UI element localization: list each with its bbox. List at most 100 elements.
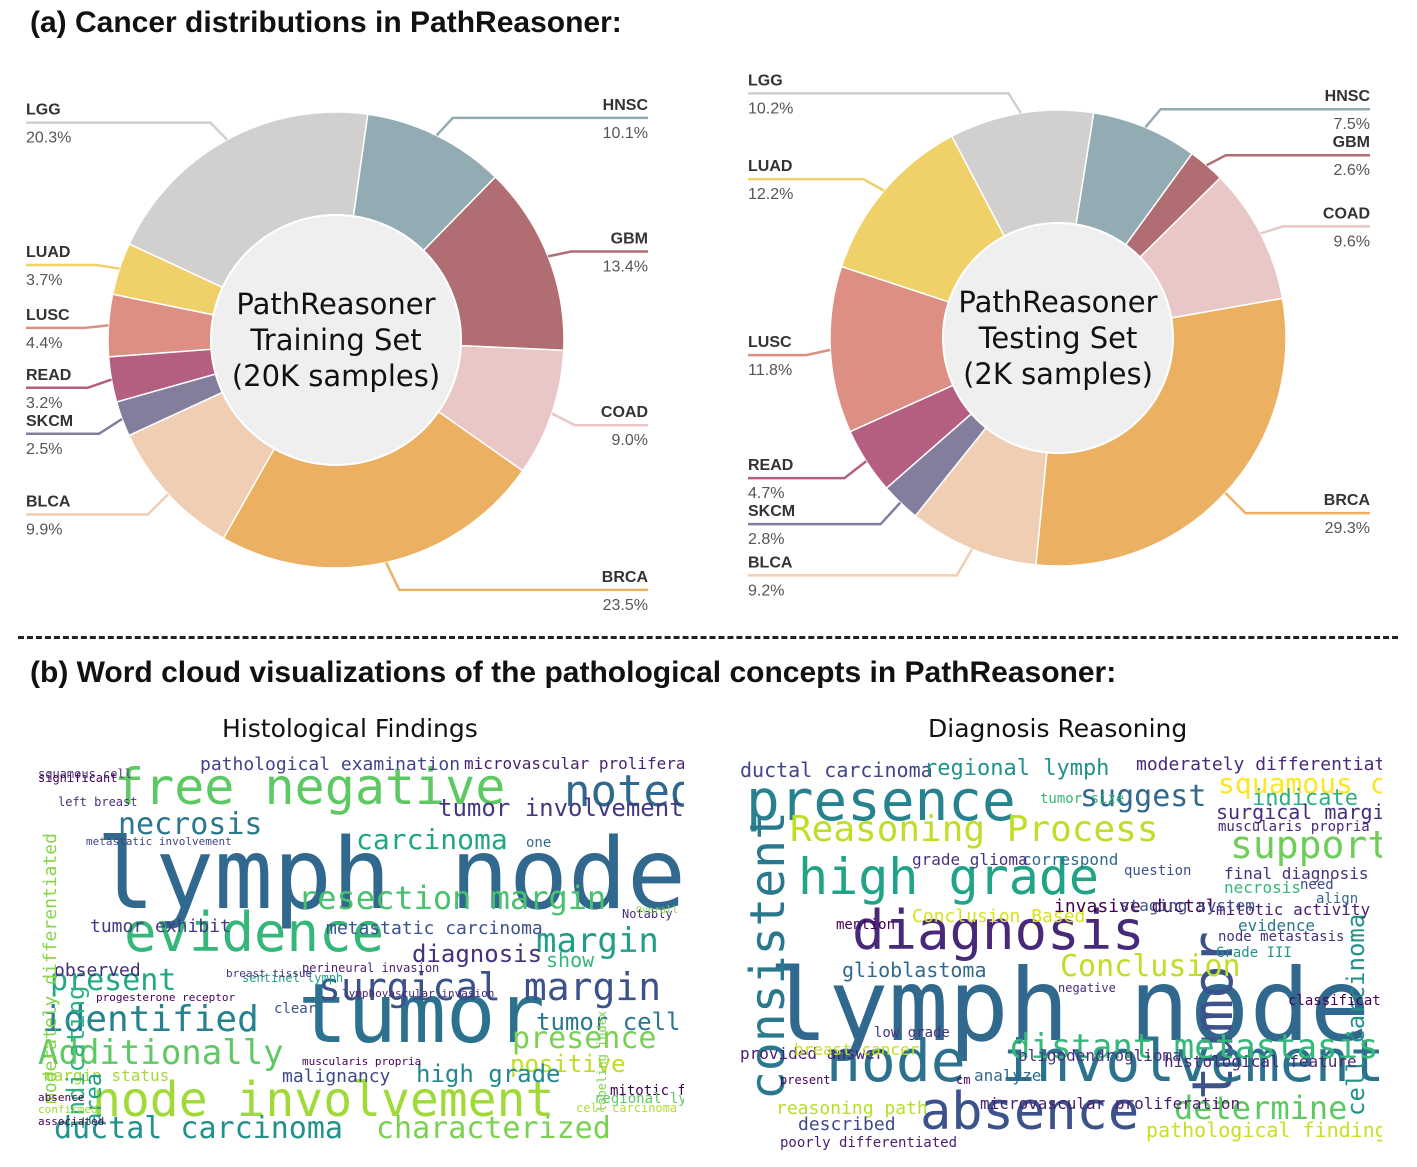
wordcloud-word: mention <box>836 917 896 933</box>
wordcloud-word: evidence <box>124 901 385 964</box>
leader-blca <box>748 548 974 577</box>
wordcloud-word: glioblastoma <box>842 958 987 982</box>
slice-value-lgg: 20.3% <box>26 130 71 147</box>
wordcloud-word: reasoning path <box>776 1098 928 1119</box>
wordcloud-word: mitotic figure <box>610 1083 684 1099</box>
leader-lusc <box>748 348 831 357</box>
slice-label-coad: COAD <box>1323 205 1370 222</box>
wordcloud-word: labeling index <box>595 1010 609 1112</box>
wordcloud-word: presence <box>746 769 1016 834</box>
leader-hnsc <box>435 116 648 137</box>
wordcloud-word: necrosis <box>1224 878 1302 897</box>
wordcloud-word: positive <box>510 1050 626 1078</box>
wordcloud-title-histological: Histological Findings <box>222 714 478 743</box>
wordcloud-word: free negative <box>114 758 506 816</box>
wordcloud-word: surgical margin <box>318 965 662 1009</box>
wordcloud-word: suggest <box>1080 779 1207 814</box>
slice-value-luad: 3.7% <box>26 272 62 289</box>
wordcloud-word: tumor <box>298 967 545 1062</box>
slice-label-read: READ <box>26 367 71 384</box>
wordcloud-word: node metastasis <box>1218 929 1345 945</box>
wordcloud-word: staging system <box>1120 896 1255 915</box>
leader-brca <box>384 561 648 592</box>
wordcloud-word: show <box>546 948 595 972</box>
slice-label-skcm: SKCM <box>748 503 795 520</box>
slice-value-hnsc: 10.1% <box>603 125 648 142</box>
wordcloud-word: Notably <box>622 907 673 921</box>
leader-gbm <box>1206 153 1370 167</box>
wordcloud-word: identified <box>42 999 259 1040</box>
slice-label-brca: BRCA <box>1324 492 1371 509</box>
leader-lusc <box>26 324 109 330</box>
slice-label-hnsc: HNSC <box>1325 88 1371 105</box>
wordcloud-word: mitotic activity <box>1216 900 1371 919</box>
wordcloud-word: described <box>798 1114 896 1135</box>
wordcloud-word: support <box>1230 823 1382 867</box>
wordcloud-word: one <box>526 835 552 851</box>
slice-value-brca: 29.3% <box>1325 520 1370 537</box>
slice-label-coad: COAD <box>601 404 648 421</box>
center-label-line: Testing Set <box>978 321 1138 355</box>
wordcloud-word: cm <box>956 1073 971 1087</box>
wordcloud-word: tumor exhibit <box>90 916 231 937</box>
wordcloud-word: present <box>780 1073 831 1087</box>
wordcloud-word: pathological finding <box>1146 1118 1382 1142</box>
donut-hole <box>942 222 1174 454</box>
slice-value-gbm: 13.4% <box>603 259 648 276</box>
wordcloud-word: breast tissue <box>226 967 313 980</box>
wordcloud-word: poorly differentiated <box>780 1135 958 1151</box>
leader-skcm <box>748 501 902 526</box>
wordcloud-word: absence <box>38 1091 85 1104</box>
wordcloud-word: final diagnosis <box>1224 864 1369 883</box>
slice-value-read: 4.7% <box>748 485 784 502</box>
section-divider <box>18 636 1398 639</box>
wordcloud-word: indicate <box>1252 786 1358 811</box>
wordcloud-word: presence <box>512 1021 657 1056</box>
wordcloud-word: Conclusion <box>1060 949 1241 984</box>
wordcloud-word: lymph node <box>768 947 1371 1064</box>
leader-brca <box>1224 491 1370 515</box>
leader-lgg <box>26 121 228 141</box>
wordcloud-word: characterized <box>376 1111 611 1146</box>
slice-value-lusc: 11.8% <box>748 362 792 379</box>
slice-value-hnsc: 7.5% <box>1334 116 1370 133</box>
leader-hnsc <box>1144 107 1370 129</box>
wordcloud-word: breast cancer <box>794 1040 920 1059</box>
wordcloud-word: cell carcinoma <box>576 1101 678 1115</box>
wordcloud-word: significant <box>38 771 118 785</box>
wordcloud-word: squamous cell <box>38 767 132 781</box>
wordcloud-word: oligodendroglioma <box>1018 1046 1182 1065</box>
wordcloud-word: need <box>1300 877 1334 893</box>
wordcloud-word: determine <box>1174 1089 1348 1127</box>
wordcloud-word: grade glioma <box>912 850 1028 869</box>
slice-label-lusc: LUSC <box>26 307 70 324</box>
wordcloud-word: question <box>1124 863 1192 879</box>
wordcloud-word: lymphovascular invasion <box>342 987 495 1000</box>
wordcloud-word: perineural invasion <box>302 961 440 975</box>
wordcloud-word: Overall <box>636 905 679 916</box>
slice-value-gbm: 2.6% <box>1334 162 1370 179</box>
slice-label-hnsc: HNSC <box>603 97 649 114</box>
wordcloud-word: evidence <box>1238 916 1316 935</box>
wordcloud-word: tumor cell <box>536 1008 681 1036</box>
slice-label-luad: LUAD <box>26 244 70 261</box>
wordcloud-word: classification <box>1288 993 1382 1009</box>
wordcloud-word: malignancy <box>282 1066 391 1087</box>
wordcloud-word: correspond <box>1022 850 1119 869</box>
wordcloud-word: squamous cell <box>1218 767 1382 800</box>
slice-label-luad: LUAD <box>748 158 792 175</box>
wordcloud-word: noted <box>564 766 684 817</box>
wordcloud-word: progesterone receptor <box>96 991 236 1004</box>
slice-label-blca: BLCA <box>748 554 793 571</box>
wordcloud-word: regional lymph <box>924 756 1110 781</box>
wordcloud-word: node involvement <box>92 1072 555 1128</box>
wordcloud-word: carcinoma <box>356 823 508 856</box>
wordcloud-word: diagnosis <box>852 899 1145 962</box>
wordcloud-word: absence <box>920 1082 1140 1142</box>
wordcloud-title-diagnosis: Diagnosis Reasoning <box>928 714 1188 743</box>
center-label-line: (20K samples) <box>232 359 440 393</box>
slice-label-brca: BRCA <box>602 569 649 586</box>
wordcloud-word: Conclusion Based <box>912 906 1086 927</box>
slice-label-blca: BLCA <box>26 494 71 511</box>
